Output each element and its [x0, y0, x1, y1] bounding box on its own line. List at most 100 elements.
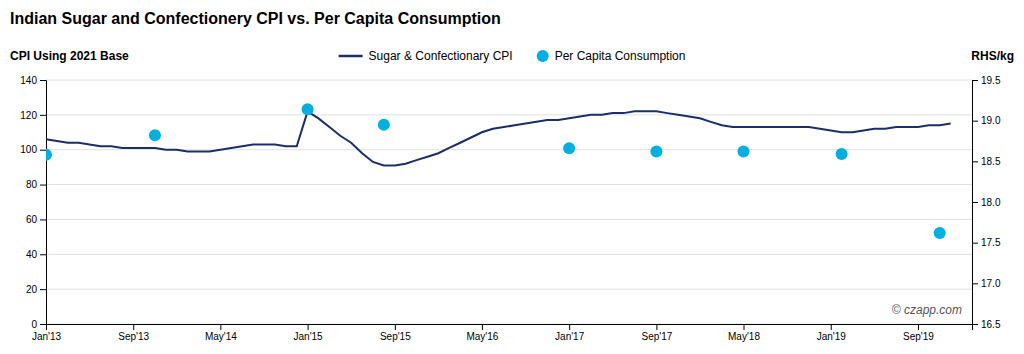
tick-mark: [40, 219, 46, 220]
tick-mark: [972, 243, 978, 244]
tick: May'14: [205, 324, 237, 342]
tick-label: Jan'19: [817, 331, 847, 342]
grid-line: [46, 254, 972, 255]
tick-mark: [40, 80, 46, 81]
tick-label: 140: [20, 75, 37, 86]
tick: 16.5: [972, 319, 1001, 330]
tick-label: May'16: [466, 331, 498, 342]
tick: Sep'13: [118, 324, 149, 342]
point: [302, 103, 314, 115]
point: [836, 148, 848, 160]
tick-label: Sep'19: [903, 331, 934, 342]
point: [378, 119, 390, 131]
chart: Jan'13 Sep'13 May'14 Jan'15 Sep'15 May'16 Jan'…: [0, 0, 1024, 354]
legend-swatch: [537, 50, 549, 62]
tick: 17.0: [972, 278, 1001, 289]
grid-line: [46, 289, 972, 290]
tick: 19.0: [972, 115, 1001, 126]
tick-mark: [972, 161, 978, 162]
axis-line: [40, 81, 47, 325]
point: [563, 142, 575, 154]
tick: 100: [20, 144, 46, 155]
tick: Sep'15: [380, 324, 411, 342]
tick-mark: [220, 324, 221, 330]
axis-line: [973, 81, 979, 325]
y-axis-label: CPI Using 2021 Base: [10, 49, 129, 63]
point: [934, 227, 946, 239]
tick-mark: [482, 324, 483, 330]
tick-mark: [831, 324, 832, 330]
grid-line: [46, 114, 972, 115]
tick-label: 0: [31, 319, 37, 330]
legend-label: Sugar & Confectionary CPI: [369, 49, 513, 63]
legend-swatch: [339, 55, 363, 58]
tick-label: 18.5: [981, 156, 1001, 167]
grid-line: [46, 80, 972, 81]
legend: Sugar & Confectionary CPI Per Capita Cons…: [339, 49, 686, 63]
tick-label: Sep'17: [641, 331, 672, 342]
point: [46, 149, 52, 161]
tick-label: 17.0: [981, 278, 1001, 289]
tick: 0: [31, 319, 46, 330]
tick-mark: [40, 185, 46, 186]
tick-mark: [40, 289, 46, 290]
tick-label: Sep'15: [380, 331, 411, 342]
line: [46, 111, 951, 165]
tick: 17.5: [972, 237, 1001, 248]
y-axis: 020406080100120140: [20, 75, 46, 330]
tick-mark: [308, 324, 309, 330]
grid-line: [46, 219, 972, 220]
tick: 120: [20, 110, 46, 121]
tick-mark: [133, 324, 134, 330]
point: [738, 146, 750, 158]
tick: 18.0: [972, 197, 1001, 208]
grid: [46, 80, 972, 324]
plot-area: Jan'13 Sep'13 May'14 Jan'15 Sep'15 May'16 Jan'…: [20, 75, 1001, 342]
tick-label: Jan'17: [555, 331, 585, 342]
tick: May'18: [728, 324, 760, 342]
legend-item: Per Capita Consumption: [537, 49, 686, 63]
tick-label: Jan'13: [32, 331, 62, 342]
tick-mark: [972, 202, 978, 203]
tick-mark: [656, 324, 657, 330]
tick-label: 80: [26, 179, 38, 190]
tick-mark: [569, 324, 570, 330]
tick: 80: [26, 179, 46, 190]
tick-mark: [972, 80, 978, 81]
tick: 19.5: [972, 75, 1001, 86]
x-axis: Jan'13 Sep'13 May'14 Jan'15 Sep'15 May'16 Jan'…: [32, 324, 973, 342]
tick-label: 16.5: [981, 319, 1001, 330]
tick: Sep'19: [903, 324, 934, 342]
tick-mark: [40, 254, 46, 255]
tick-mark: [972, 324, 978, 325]
tick-label: 18.0: [981, 197, 1001, 208]
tick: 60: [26, 214, 46, 225]
tick-label: 17.5: [981, 237, 1001, 248]
tick-label: May'18: [728, 331, 760, 342]
tick-label: 60: [26, 214, 38, 225]
tick-label: 120: [20, 110, 37, 121]
tick-mark: [918, 324, 919, 330]
point: [149, 129, 161, 141]
tick-label: Sep'13: [118, 331, 149, 342]
tick-label: 20: [26, 284, 38, 295]
tick-label: 100: [20, 144, 37, 155]
tick: 18.5: [972, 156, 1001, 167]
legend-label: Per Capita Consumption: [555, 49, 686, 63]
tick: 140: [20, 75, 46, 86]
grid-line: [46, 184, 972, 185]
point: [650, 146, 662, 158]
legend-item: Sugar & Confectionary CPI: [339, 49, 513, 63]
tick: Jan'17: [555, 324, 585, 342]
tick-label: May'14: [205, 331, 237, 342]
tick-label: Jan'15: [294, 331, 324, 342]
tick-mark: [972, 121, 978, 122]
tick-mark: [395, 324, 396, 330]
annotation: © czapp.com: [892, 303, 962, 317]
tick-mark: [40, 115, 46, 116]
tick-label: 19.0: [981, 115, 1001, 126]
tick: 20: [26, 284, 46, 295]
tick: Sep'17: [641, 324, 672, 342]
tick-mark: [40, 150, 46, 151]
tick-mark: [972, 283, 978, 284]
